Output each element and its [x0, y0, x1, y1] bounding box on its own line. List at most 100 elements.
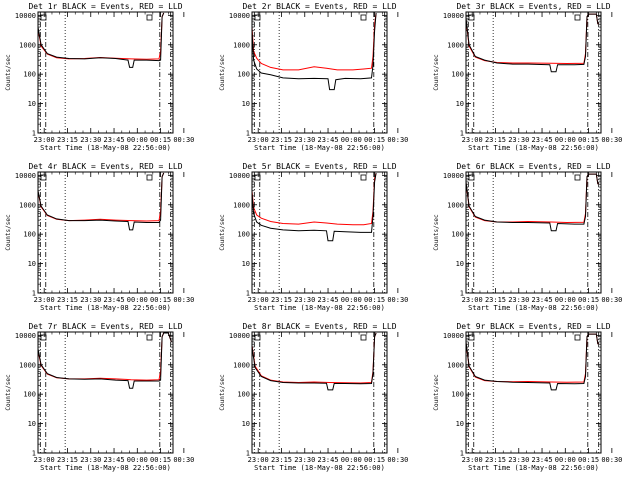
y-tick-label: 1 — [246, 130, 250, 138]
marker-square — [574, 334, 581, 341]
y-tick-label: 1000 — [447, 201, 464, 209]
panel-title: Det 9r BLACK = Events, RED = LLD — [456, 322, 610, 331]
y-tick-label: 1 — [32, 450, 36, 458]
det-3r-panel: Det 3r BLACK = Events, RED = LLD 1 10 100 10… — [433, 2, 622, 152]
marker-square — [254, 174, 261, 181]
x-tick-label: 23:15 — [485, 296, 506, 304]
marker-square — [254, 334, 261, 341]
y-tick-label: 10000 — [443, 332, 464, 340]
x-tick-label: 23:00 — [248, 296, 269, 304]
series-black-line — [466, 13, 599, 73]
series-black-line — [38, 172, 165, 231]
x-axis-label: Start Time (18-May-08 22:56:00) — [40, 464, 171, 472]
x-tick-label: 23:30 — [508, 296, 529, 304]
det-6r-panel: Det 6r BLACK = Events, RED = LLD 1 10 100 10… — [433, 162, 622, 312]
y-tick-label: 1000 — [19, 41, 36, 49]
x-tick-label: 00:30 — [387, 456, 408, 464]
y-tick-label: 10000 — [443, 172, 464, 180]
y-tick-label: 1000 — [233, 361, 250, 369]
x-tick-label: 00:30 — [173, 296, 194, 304]
x-axis-label: Start Time (18-May-08 22:56:00) — [468, 144, 599, 152]
x-tick-label: 23:45 — [531, 296, 552, 304]
x-axis-label: Start Time (18-May-08 22:56:00) — [40, 304, 171, 312]
y-tick-label: 1 — [246, 290, 250, 298]
y-axis-label: Counts/sec — [433, 374, 440, 411]
x-tick-label: 00:30 — [173, 456, 194, 464]
series-black-line — [38, 12, 165, 68]
y-axis-label: Counts/sec — [219, 374, 226, 411]
x-tick-label: 23:30 — [80, 296, 101, 304]
x-tick-label: 00:30 — [173, 136, 194, 144]
series-black-line — [252, 172, 377, 242]
x-tick-label: 00:30 — [387, 136, 408, 144]
x-tick-label: 23:45 — [103, 296, 124, 304]
x-tick-label: 23:15 — [485, 456, 506, 464]
x-tick-label: 23:30 — [80, 456, 101, 464]
x-tick-label: 23:00 — [34, 456, 55, 464]
det-2r-panel: Det 2r BLACK = Events, RED = LLD 1 10 100 10… — [219, 2, 408, 152]
y-tick-label: 100 — [237, 71, 250, 79]
marker-square — [360, 174, 367, 181]
x-tick-label: 00:00 — [127, 136, 148, 144]
panel-title: Det 1r BLACK = Events, RED = LLD — [28, 2, 182, 11]
x-tick-label: 23:00 — [462, 296, 483, 304]
y-tick-label: 10 — [456, 100, 464, 108]
x-tick-label: 23:00 — [462, 136, 483, 144]
y-tick-label: 10000 — [15, 12, 36, 20]
y-tick-label: 10 — [456, 260, 464, 268]
x-tick-label: 23:15 — [57, 296, 78, 304]
panel-title: Det 2r BLACK = Events, RED = LLD — [242, 2, 396, 11]
x-axis-label: Start Time (18-May-08 22:56:00) — [468, 464, 599, 472]
x-tick-label: 00:00 — [127, 456, 148, 464]
x-tick-label: 00:15 — [150, 136, 171, 144]
y-axis-label: Counts/sec — [5, 54, 12, 91]
det-4r-panel: Det 4r BLACK = Events, RED = LLD 1 10 100 10… — [5, 162, 194, 312]
x-tick-label: 23:15 — [57, 456, 78, 464]
x-tick-label: 23:45 — [103, 456, 124, 464]
x-tick-label: 00:15 — [578, 136, 599, 144]
x-tick-label: 23:00 — [34, 136, 55, 144]
y-tick-label: 10 — [242, 420, 250, 428]
y-tick-label: 1000 — [233, 201, 250, 209]
axes-frame — [37, 331, 174, 454]
y-tick-label: 10000 — [15, 172, 36, 180]
series-red-line — [466, 333, 599, 383]
det-5r-panel: Det 5r BLACK = Events, RED = LLD 1 10 100 10… — [219, 162, 408, 312]
det-9r-panel: Det 9r BLACK = Events, RED = LLD 1 10 100 10… — [433, 322, 622, 472]
axes-frame — [37, 11, 174, 134]
series-black-line — [252, 12, 377, 91]
series-black-line — [252, 332, 377, 391]
det-8r-panel: Det 8r BLACK = Events, RED = LLD 1 10 100 10… — [219, 322, 408, 472]
det-1r-panel: Det 1r BLACK = Events, RED = LLD 1 10 100 10… — [5, 2, 194, 152]
axes-frame — [251, 171, 388, 294]
marker-square — [468, 174, 475, 181]
x-tick-label: 23:30 — [508, 136, 529, 144]
y-tick-label: 10000 — [229, 332, 250, 340]
x-tick-label: 00:30 — [601, 296, 622, 304]
x-tick-label: 00:15 — [364, 136, 385, 144]
marker-square — [146, 14, 153, 21]
x-tick-label: 00:00 — [555, 296, 576, 304]
x-tick-label: 23:45 — [531, 136, 552, 144]
x-tick-label: 23:45 — [531, 456, 552, 464]
series-black-line — [466, 173, 599, 232]
marker-square — [40, 334, 47, 341]
x-tick-label: 00:00 — [127, 296, 148, 304]
x-tick-label: 00:00 — [341, 136, 362, 144]
x-tick-label: 23:15 — [57, 136, 78, 144]
series-red-line — [252, 332, 377, 384]
axes-frame — [465, 331, 602, 454]
x-tick-label: 23:45 — [317, 296, 338, 304]
y-tick-label: 100 — [23, 71, 36, 79]
x-tick-label: 23:15 — [271, 296, 292, 304]
marker-square — [254, 14, 261, 21]
x-tick-label: 00:15 — [150, 296, 171, 304]
x-tick-label: 23:30 — [294, 136, 315, 144]
x-tick-label: 23:00 — [34, 296, 55, 304]
y-tick-label: 10 — [242, 260, 250, 268]
panel-title: Det 5r BLACK = Events, RED = LLD — [242, 162, 396, 171]
x-tick-label: 00:30 — [387, 296, 408, 304]
marker-square — [360, 14, 367, 21]
x-tick-label: 23:45 — [103, 136, 124, 144]
x-tick-label: 00:30 — [601, 456, 622, 464]
